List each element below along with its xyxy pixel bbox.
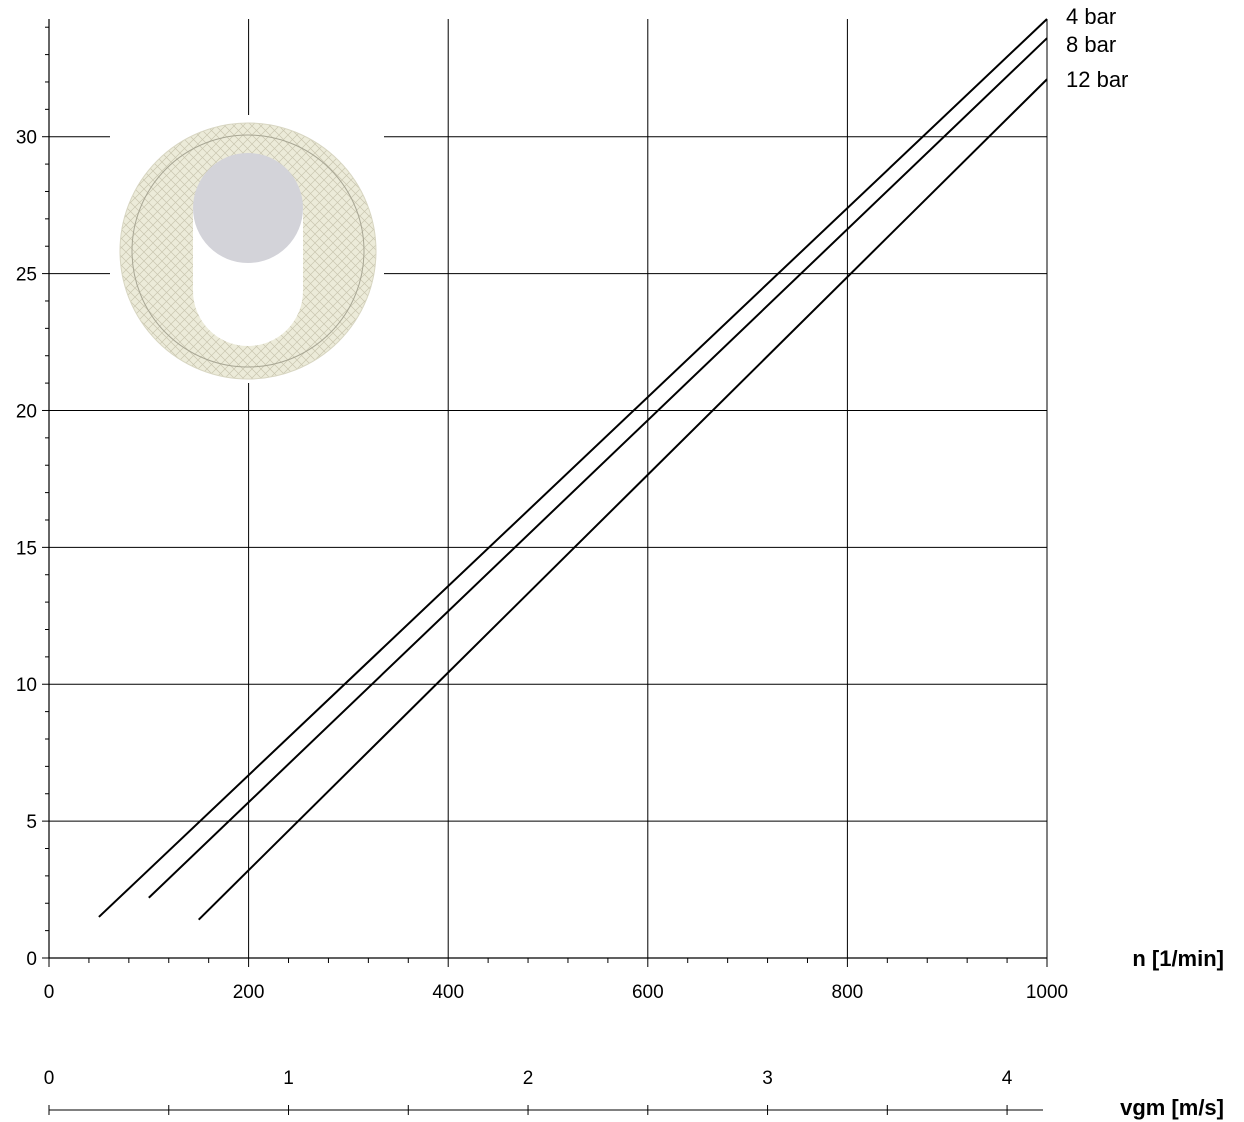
x-tick-label: 1000 [1026, 982, 1068, 1003]
y-tick-label: 20 [16, 401, 37, 422]
series-label: 4 bar [1066, 4, 1116, 29]
x-tick-label: 800 [832, 982, 864, 1003]
y-tick-label: 5 [26, 812, 37, 833]
x-axis-title: n [1/min] [1132, 946, 1224, 971]
secondary-tick-label: 2 [523, 1068, 534, 1089]
series-line [148, 37, 1048, 899]
x-tick-label: 600 [632, 982, 664, 1003]
axes [42, 19, 1048, 1115]
x-tick-label: 400 [432, 982, 464, 1003]
labels-group: 0 5 10 15 20 25 30 0 200 400 600 800 1000 n [1/min] 0 1… [16, 4, 1224, 1120]
series-label: 12 bar [1066, 67, 1128, 92]
secondary-tick-label: 1 [283, 1068, 294, 1089]
bearing-cross-section-icon [110, 115, 384, 383]
series-group [98, 18, 1048, 921]
x-tick-label: 0 [44, 982, 55, 1003]
secondary-tick-label: 3 [762, 1068, 773, 1089]
secondary-tick-label: 4 [1002, 1068, 1013, 1089]
series-label: 8 bar [1066, 32, 1116, 57]
y-tick-label: 15 [16, 538, 37, 559]
series-line [98, 18, 1048, 918]
y-tick-label: 25 [16, 265, 37, 286]
bearing-inner-ring-line [131, 134, 365, 368]
y-tick-label: 0 [26, 949, 37, 970]
y-tick-label: 30 [16, 128, 37, 149]
bearing-shaft [193, 153, 303, 263]
secondary-tick-label: 0 [44, 1068, 55, 1089]
secondary-axis-title: vgm [m/s] [1120, 1095, 1224, 1120]
series-line [197, 78, 1048, 921]
x-tick-label: 200 [233, 982, 265, 1003]
y-tick-label: 10 [16, 675, 37, 696]
